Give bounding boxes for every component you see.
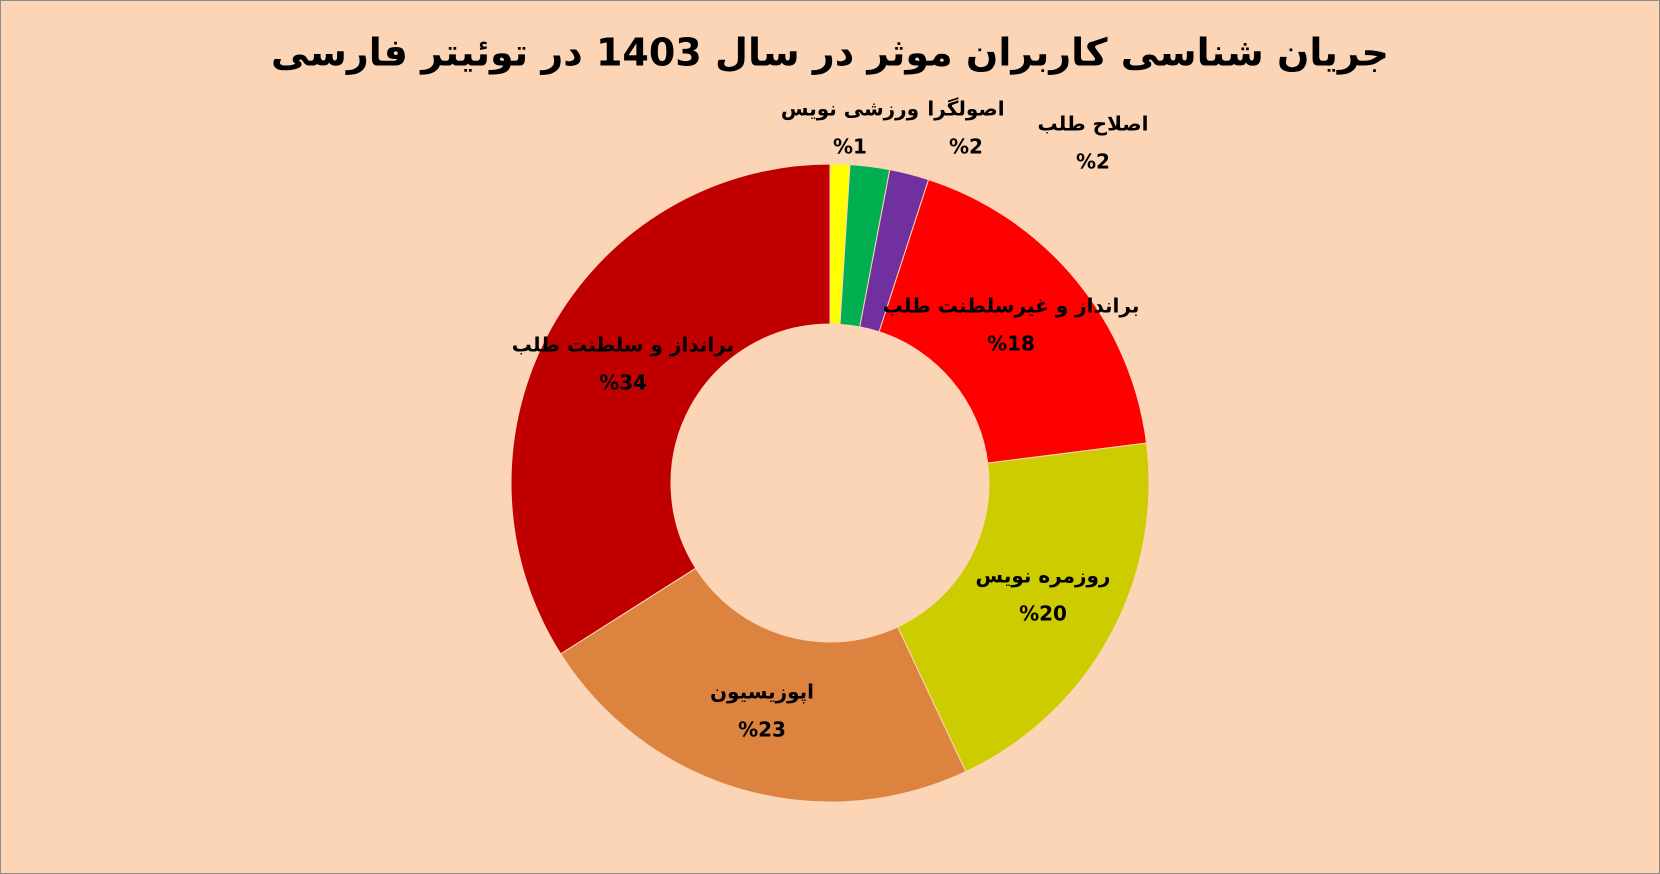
- category-label: ورزشی نویس: [781, 97, 919, 121]
- value-label: %2: [1076, 150, 1110, 174]
- value-label: %20: [1019, 602, 1067, 626]
- value-label: %18: [987, 332, 1035, 356]
- donut-slice: [878, 178, 1148, 464]
- category-label: برانداز و غیرسلطنت طلب: [883, 294, 1140, 318]
- value-label: %34: [599, 371, 647, 395]
- donut-slice: [559, 567, 967, 803]
- category-label: اصولگرا: [927, 97, 1004, 121]
- donut-slice: [897, 442, 1150, 773]
- value-label: %1: [833, 135, 867, 159]
- category-label: اصلاح طلب: [1038, 112, 1149, 136]
- category-label: برانداز و سلطنت طلب: [512, 333, 734, 357]
- value-label: %23: [738, 718, 786, 742]
- value-label: %2: [949, 135, 983, 159]
- chart-title: جریان شناسی کاربران موثر در سال 1403 در …: [271, 31, 1389, 75]
- donut-slice: [510, 163, 831, 655]
- category-label: اپوزیسیون: [710, 680, 814, 705]
- category-label: روزمره نویس: [976, 564, 1111, 588]
